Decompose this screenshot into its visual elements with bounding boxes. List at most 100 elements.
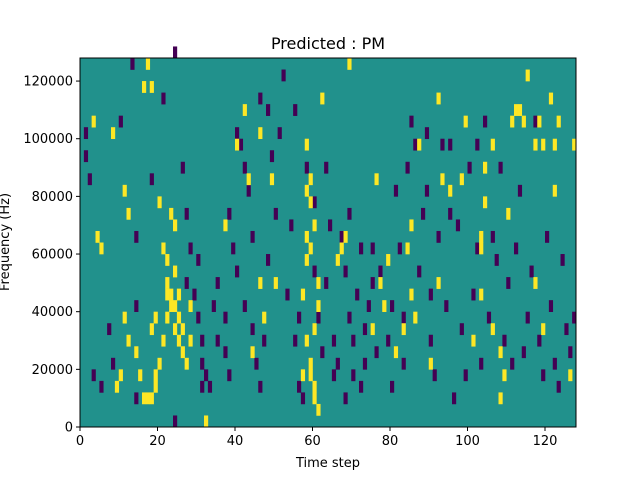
heatmap-cell-high (118, 369, 123, 382)
heatmap-cell-low (386, 334, 391, 347)
heatmap-cell-low (200, 380, 205, 393)
heatmap-cell-high (347, 58, 352, 70)
heatmap-cell-low (242, 161, 247, 174)
heatmap-cell-high (548, 92, 554, 105)
y-tick-label: 20000 (32, 363, 73, 378)
heatmap-cell-high (258, 277, 263, 289)
heatmap-cell-low (235, 127, 240, 140)
heatmap-cell-high (490, 138, 495, 151)
heatmap-cell-low (401, 311, 406, 324)
heatmap-cell-low (192, 288, 197, 301)
heatmap-cell-high (525, 69, 530, 82)
heatmap-cell-low (564, 323, 569, 336)
heatmap-cell-low (293, 334, 298, 347)
heatmap-cell-high (417, 138, 422, 151)
heatmap-cell-high (459, 173, 464, 186)
heatmap-cell-low (428, 334, 433, 347)
heatmap-cell-low (297, 380, 302, 393)
heatmap-cell-high (165, 288, 170, 301)
heatmap-cell-high (479, 230, 484, 243)
heatmap-cell-low (347, 311, 352, 324)
heatmap-cell-high (273, 277, 278, 289)
heatmap-cell-low (362, 323, 368, 336)
heatmap-cell-low (91, 369, 96, 382)
heatmap-cell-high (142, 81, 147, 93)
heatmap-cell-high (165, 311, 170, 324)
heatmap-cell-low (242, 300, 247, 312)
heatmap-cell-high (479, 288, 484, 301)
heatmap-cell-high (502, 369, 507, 382)
heatmap-cell-low (328, 219, 333, 232)
heatmap-cell-high (142, 392, 147, 405)
heatmap-cell-low (347, 207, 352, 220)
heatmap-cell-low (215, 277, 220, 289)
heatmap-cell-low (479, 357, 484, 370)
heatmap-cell-high (517, 104, 523, 116)
heatmap-cell-low (258, 92, 263, 105)
heatmap-cell-low (510, 357, 515, 370)
heatmap-cell-low (266, 254, 271, 266)
heatmap-cell-high (169, 288, 174, 301)
heatmap-cell-high (262, 311, 267, 324)
heatmap-cell-high (258, 127, 263, 140)
heatmap-cell-high (552, 138, 557, 151)
heatmap-cell-low (266, 104, 271, 116)
heatmap-cell-high (145, 392, 151, 405)
y-axis: 0 20000 40000 60000 80000 100000 120000 (23, 75, 80, 436)
heatmap-cell-low (405, 161, 410, 174)
heatmap-cell-high (409, 219, 414, 232)
heatmap-cell-high (157, 357, 162, 370)
heatmap-cell-low (525, 311, 530, 324)
heatmap-cell-high (300, 369, 306, 382)
heatmap-cell-low (331, 369, 337, 382)
heatmap-cell-high (176, 334, 182, 347)
heatmap-cell-low (312, 265, 317, 278)
heatmap-cell-high (235, 138, 240, 151)
heatmap-cell-high (134, 346, 139, 359)
heatmap-cell-low (180, 161, 185, 174)
heatmap-cell-high (533, 277, 538, 289)
heatmap-cell-high (448, 184, 453, 197)
heatmap-cell-high (483, 196, 488, 209)
heatmap-cell-low (215, 334, 220, 347)
heatmap-cell-low (297, 311, 302, 324)
heatmap-cell-high (173, 300, 178, 312)
x-tick-label: 0 (76, 434, 84, 449)
heatmap-cell-high (409, 288, 414, 301)
heatmap-cell-high (316, 277, 321, 289)
heatmap-cell-low (355, 288, 360, 301)
heatmap-cell-low (300, 392, 306, 405)
heatmap-cell-high (99, 242, 104, 255)
heatmap-cell-high (114, 380, 120, 393)
heatmap-cell-low (324, 277, 329, 289)
heatmap-cell-high (173, 265, 178, 278)
heatmap-cell-high (308, 196, 313, 209)
plot-frame (79, 57, 577, 428)
y-tick-label: 100000 (23, 132, 73, 147)
heatmap-cell-high (308, 369, 313, 382)
heatmap-cell-low (401, 357, 406, 370)
heatmap-cell-high (126, 334, 131, 347)
y-tick-label: 0 (65, 421, 73, 436)
heatmap-cell-low (409, 115, 414, 128)
heatmap-cell-low (537, 334, 542, 347)
heatmap-cell-high (370, 323, 375, 336)
heatmap-cell-high (180, 346, 185, 359)
heatmap-cell-low (362, 357, 368, 370)
heatmap-cell-high (428, 357, 433, 370)
heatmap-cell-low (250, 230, 255, 243)
heatmap-cell-low (413, 138, 418, 151)
heatmap-cell-high (180, 323, 185, 336)
heatmap-cell-low (541, 369, 546, 382)
heatmap-cell-high (382, 300, 387, 312)
heatmap-cell-high (149, 392, 154, 405)
heatmap-cell-low (204, 369, 209, 382)
heatmap-cell-high (537, 115, 542, 128)
heatmap-cell-low (397, 242, 402, 255)
heatmap-cell-low (149, 173, 154, 186)
heatmap-cell-high (386, 254, 391, 266)
heatmap-cell-low (432, 369, 437, 382)
heatmap-cell-high (440, 173, 445, 186)
heatmap-cell-low (250, 323, 255, 336)
heatmap-cell-high (308, 357, 313, 370)
